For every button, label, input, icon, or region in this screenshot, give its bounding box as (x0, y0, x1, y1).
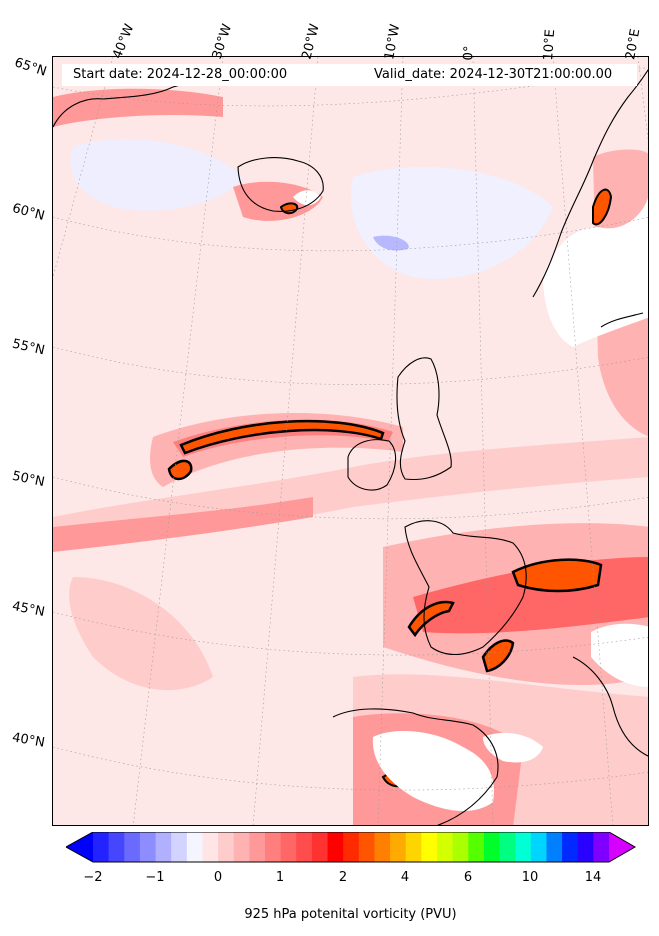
lat-label-50n: 50°N (10, 468, 46, 491)
colorbar-segment (296, 832, 313, 862)
colorbar-segment (374, 832, 391, 862)
lat-label-60n: 60°N (10, 201, 47, 224)
map-panel (52, 56, 649, 826)
colorbar-segment (186, 832, 203, 862)
pv-field-map (53, 57, 648, 825)
coast-france (404, 520, 527, 656)
colorbar-tick: 4 (400, 870, 410, 885)
colorbar-label: 925 hPa potenital vorticity (PVU) (244, 907, 457, 922)
terrain-mask-italy (483, 732, 543, 763)
colorbar-tick: 0 (213, 870, 223, 885)
graticule (53, 57, 648, 825)
colorbar-segment (93, 832, 110, 862)
pv-band-iceland (233, 181, 323, 221)
pv-core-pyrenees (481, 639, 515, 673)
colorbar-segment (280, 832, 297, 862)
colorbar-segment (218, 832, 235, 862)
colorbar-segment (499, 832, 516, 862)
coast-iceland (237, 157, 324, 212)
colorbar-segment (515, 832, 532, 862)
colorbar-tick: 6 (463, 870, 473, 885)
start-date-label: Start date: 2024-12-28_00:00:00 (73, 67, 288, 82)
colorbar-tick: 1 (275, 870, 285, 885)
coast-iberia (332, 708, 499, 825)
colorbar-segment (562, 832, 579, 862)
pv-core-atlantic (179, 419, 385, 455)
low-pv-patch-center (351, 167, 553, 279)
colorbar-tick: −1 (145, 870, 165, 885)
low-pv-patch-small (373, 235, 409, 251)
colorbar-outline (66, 832, 636, 863)
colorbar-segment (405, 832, 422, 862)
lat-label-55n: 55°N (10, 336, 47, 359)
low-pv-patch-north (70, 138, 243, 211)
colorbar-segment (249, 832, 266, 862)
pv-core-norway (592, 188, 613, 226)
coast-ireland (347, 439, 397, 491)
valid-date-label: Valid_date: 2024-12-30T21:00:00.00 (374, 67, 613, 82)
coast-norway (532, 69, 648, 298)
terrain-mask-iberia (372, 731, 494, 812)
colorbar-segment (593, 832, 610, 862)
colorbar-tick: 14 (584, 870, 602, 885)
lon-label-10e: 10°E (541, 28, 559, 61)
colorbar-extend-high (609, 832, 635, 862)
pv-band-sw (69, 577, 213, 691)
colorbar-segment (343, 832, 360, 862)
colorbar-tick: 2 (338, 870, 348, 885)
coast-italy (572, 656, 648, 757)
lon-label-0: 0° (461, 45, 478, 61)
pv-band-2 (53, 497, 313, 552)
colorbar (66, 832, 636, 863)
colorbar-segment (530, 832, 547, 862)
colorbar-segment (452, 832, 469, 862)
colorbar-tick: −2 (83, 870, 103, 885)
colorbar-segment (265, 832, 282, 862)
coast-britain (396, 357, 452, 481)
colorbar-segment (139, 832, 157, 862)
colorbar-segment (202, 832, 219, 862)
lat-label-45n: 45°N (10, 599, 46, 620)
colorbar-segment (468, 832, 485, 862)
colorbar-segment (421, 832, 438, 862)
pv-core-alps (511, 558, 603, 593)
header-background (62, 64, 637, 86)
lat-label-40n: 40°N (10, 730, 46, 751)
colorbar-segment (390, 832, 407, 862)
colorbar-segment (171, 832, 188, 862)
colorbar-segment (577, 832, 594, 862)
colorbar-segment (311, 832, 329, 862)
lat-label-65n: 65°N (12, 55, 49, 80)
terrain-mask-norway (543, 197, 648, 347)
colorbar-segment (124, 832, 141, 862)
colorbar-segment (108, 832, 125, 862)
colorbar-segment (437, 832, 454, 862)
colorbar-extend-low (66, 832, 93, 862)
colorbar-segment (546, 832, 563, 862)
pv-core-bay (407, 600, 455, 638)
colorbar-segment (155, 832, 172, 862)
colorbar-segment (358, 832, 375, 862)
pv-core-atlantic-small (167, 459, 193, 481)
coast-scandinavia (600, 312, 644, 328)
terrain-mask-alps (591, 623, 648, 687)
colorbar-segment (233, 832, 250, 862)
colorbar-segment (327, 832, 344, 862)
colorbar-segment (483, 832, 501, 862)
colorbar-tick: 10 (521, 870, 539, 885)
